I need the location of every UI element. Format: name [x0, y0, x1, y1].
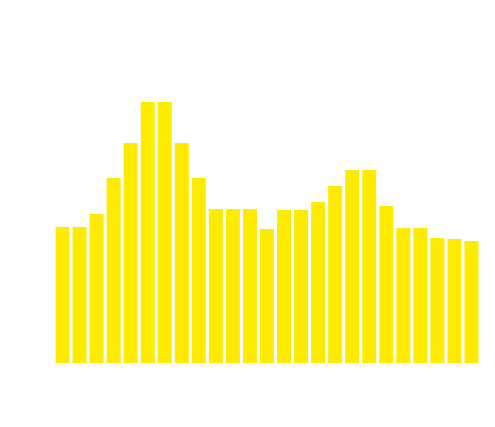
- bar: [447, 239, 462, 363]
- bar: [328, 186, 343, 363]
- bar: [89, 214, 104, 363]
- bar: [294, 210, 309, 363]
- bar: [379, 206, 394, 363]
- bar: [225, 209, 240, 363]
- bar: [260, 229, 274, 363]
- bar: [123, 143, 138, 363]
- bar: [174, 143, 189, 363]
- bar: [311, 202, 326, 363]
- bar: [242, 209, 257, 363]
- bar: [430, 238, 445, 363]
- bar: [140, 102, 155, 363]
- bar: [157, 102, 172, 363]
- bar: [72, 227, 87, 363]
- bar: [208, 209, 223, 363]
- bar: [362, 170, 377, 363]
- bar: [277, 210, 292, 363]
- bar: [396, 228, 411, 363]
- bar: [413, 228, 428, 363]
- bar: [191, 178, 206, 363]
- bar: [464, 241, 479, 363]
- bar: [55, 227, 70, 363]
- bar: [106, 178, 121, 363]
- bar: [345, 170, 360, 363]
